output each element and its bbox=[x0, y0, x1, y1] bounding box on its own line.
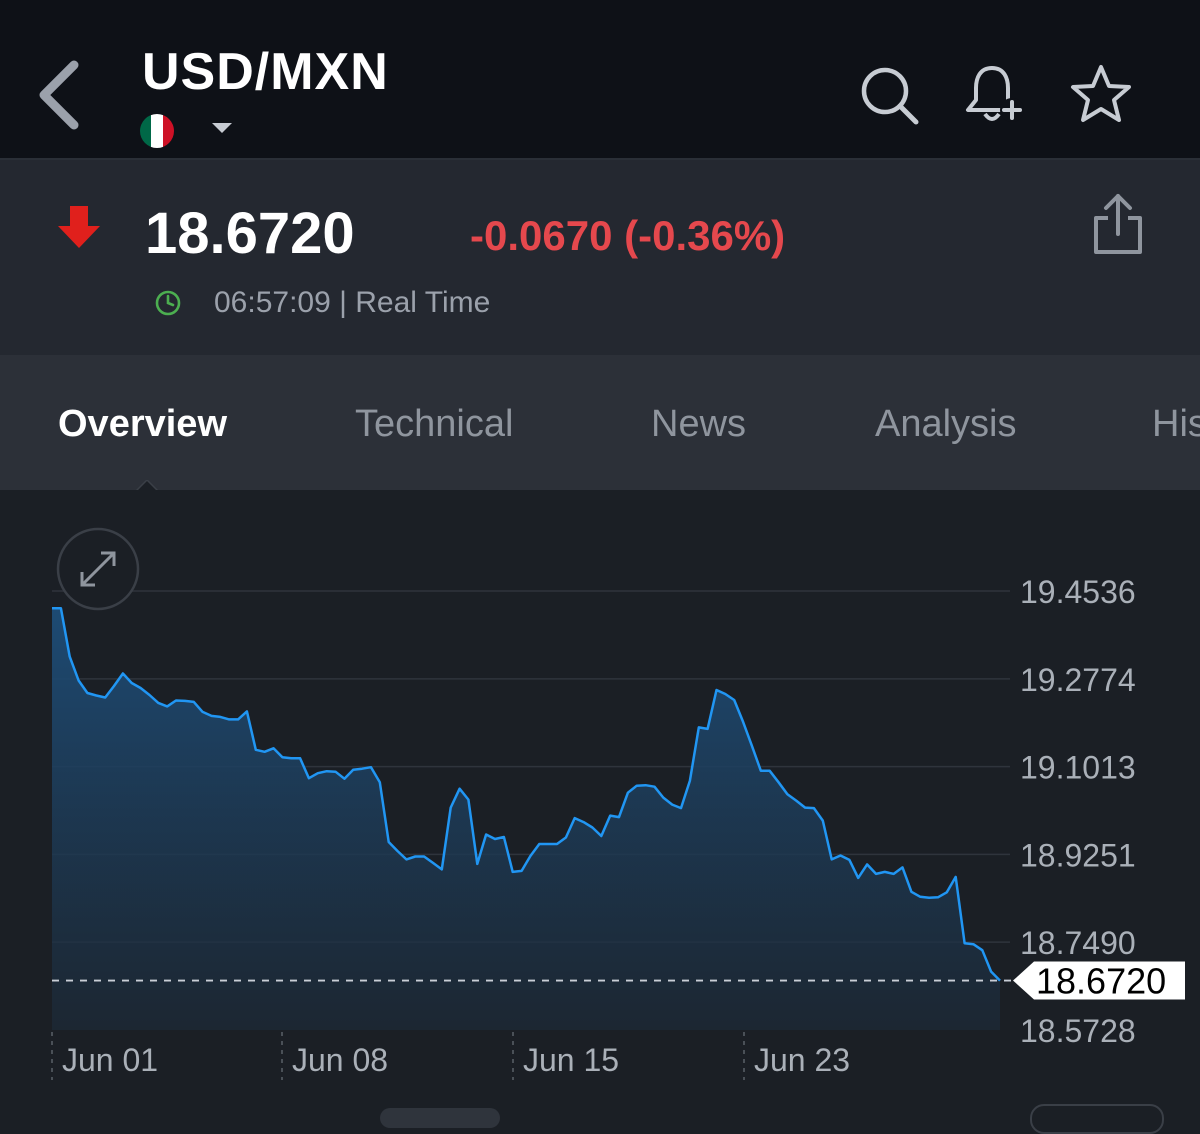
y-tick-label: 18.5728 bbox=[1020, 1013, 1136, 1049]
x-tick-label: Jun 15 bbox=[523, 1042, 619, 1078]
quote-panel bbox=[0, 160, 1200, 355]
current-price-label: 18.6720 bbox=[1036, 961, 1166, 1002]
arrow-down-icon bbox=[56, 206, 102, 255]
y-tick-label: 18.7490 bbox=[1020, 925, 1136, 961]
quote-timestamp: 06:57:09 | Real Time bbox=[214, 286, 491, 319]
tab-bar: Overview Technical News Analysis His bbox=[0, 355, 1200, 490]
bell-plus-icon bbox=[966, 66, 1024, 122]
watchlist-star-button[interactable] bbox=[1068, 62, 1134, 128]
bottom-pill bbox=[380, 1108, 500, 1128]
current-price: 18.6720 bbox=[145, 201, 355, 266]
search-icon bbox=[861, 67, 919, 125]
bottom-pill-outline bbox=[1030, 1104, 1164, 1134]
chevron-left-icon bbox=[39, 60, 79, 130]
page-title: USD/MXN bbox=[142, 43, 389, 101]
y-tick-label: 19.4536 bbox=[1020, 574, 1136, 610]
x-tick-label: Jun 23 bbox=[754, 1042, 850, 1078]
mexico-flag-icon bbox=[140, 114, 174, 148]
caret-down-icon bbox=[212, 123, 232, 133]
x-tick-label: Jun 08 bbox=[292, 1042, 388, 1078]
expand-icon bbox=[56, 527, 140, 611]
share-icon bbox=[1094, 194, 1142, 254]
star-icon bbox=[1071, 65, 1131, 122]
price-alert-button[interactable] bbox=[962, 62, 1028, 128]
current-price-tag bbox=[1013, 961, 1185, 1000]
price-change: -0.0670 (-0.36%) bbox=[470, 212, 786, 259]
currency-dropdown[interactable] bbox=[210, 120, 234, 141]
tab-historical[interactable]: His bbox=[1152, 403, 1200, 445]
app-header bbox=[0, 0, 1200, 158]
expand-chart-button[interactable] bbox=[56, 527, 140, 611]
clock-icon bbox=[154, 289, 182, 322]
y-tick-label: 19.2774 bbox=[1020, 662, 1136, 698]
back-button[interactable] bbox=[30, 55, 90, 135]
price-chart: 19.4536 19.2774 19.1013 18.9251 18.7490 18.57… bbox=[51, 574, 1185, 1080]
price-area-fill bbox=[52, 608, 1000, 1030]
tab-analysis[interactable]: Analysis bbox=[875, 403, 1017, 445]
header-divider bbox=[0, 158, 1200, 160]
tab-overview[interactable]: Overview bbox=[58, 403, 227, 445]
y-tick-label: 19.1013 bbox=[1020, 750, 1136, 786]
tab-news[interactable]: News bbox=[651, 403, 747, 445]
price-line bbox=[52, 606, 1001, 982]
x-tick-label: Jun 01 bbox=[62, 1042, 158, 1078]
y-tick-label: 18.9251 bbox=[1020, 837, 1136, 873]
search-button[interactable] bbox=[856, 62, 922, 128]
share-button[interactable] bbox=[1088, 192, 1148, 258]
tab-technical[interactable]: Technical bbox=[355, 403, 514, 445]
